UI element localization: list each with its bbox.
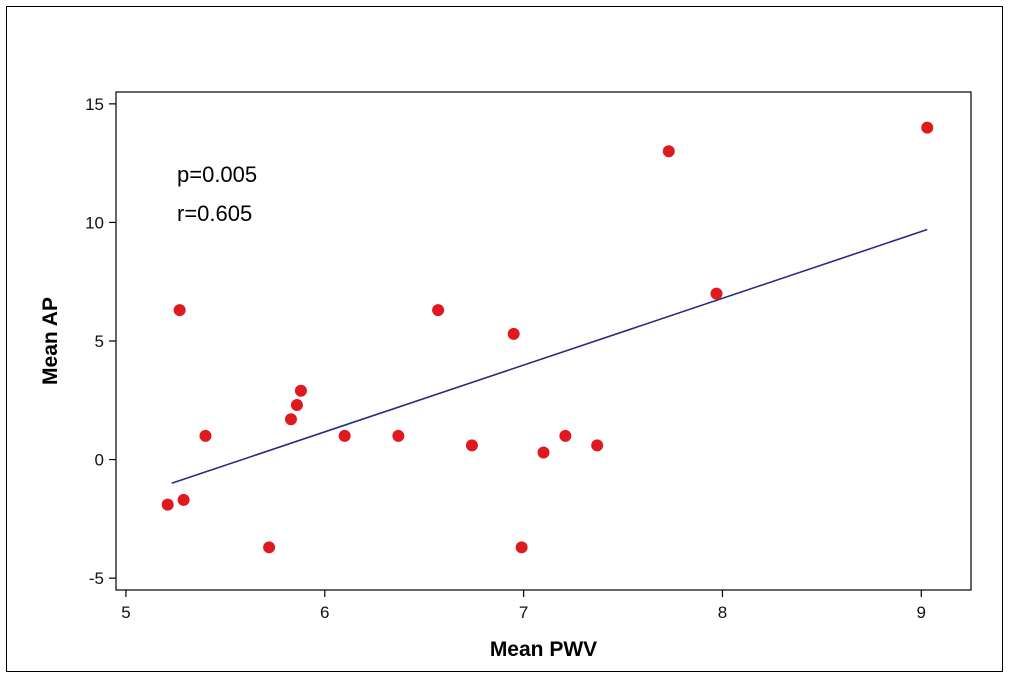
data-point	[559, 429, 572, 442]
data-point	[921, 121, 934, 134]
data-point	[710, 287, 723, 300]
y-tick-label: 10	[85, 213, 104, 232]
regression-line	[171, 228, 928, 485]
y-tick-label: 15	[85, 95, 104, 114]
data-point	[662, 145, 675, 158]
data-point	[338, 429, 351, 442]
chart-frame	[6, 6, 1003, 672]
data-point	[263, 541, 276, 554]
data-point	[392, 429, 405, 442]
x-tick-label: 8	[718, 603, 727, 622]
x-axis-ticks: 5 6 7 8 9	[121, 590, 926, 622]
data-point	[591, 439, 604, 452]
y-axis-title: Mean AP	[39, 297, 62, 385]
x-tick-label: 7	[519, 603, 528, 622]
data-point	[294, 384, 307, 397]
x-tick-label: 6	[320, 603, 329, 622]
p-value-annotation: p=0.005	[177, 162, 257, 187]
data-point	[537, 446, 550, 459]
data-point	[515, 541, 528, 554]
data-point	[465, 439, 478, 452]
data-point	[177, 493, 190, 506]
data-point	[284, 413, 297, 426]
r-value-annotation: r=0.605	[177, 201, 252, 226]
x-axis-title: Mean PWV	[490, 638, 597, 661]
data-point	[173, 304, 186, 317]
y-tick-label: -5	[89, 569, 104, 588]
data-points	[161, 121, 934, 554]
data-point	[432, 304, 445, 317]
y-tick-label: 0	[95, 451, 104, 470]
data-point	[161, 498, 174, 511]
data-point	[507, 327, 520, 340]
data-point	[290, 399, 303, 412]
data-point	[199, 429, 212, 442]
x-tick-label: 5	[121, 603, 130, 622]
x-tick-label: 9	[917, 603, 926, 622]
y-tick-label: 5	[95, 332, 104, 351]
y-axis-ticks: -5 0 5 10 15	[85, 95, 116, 588]
